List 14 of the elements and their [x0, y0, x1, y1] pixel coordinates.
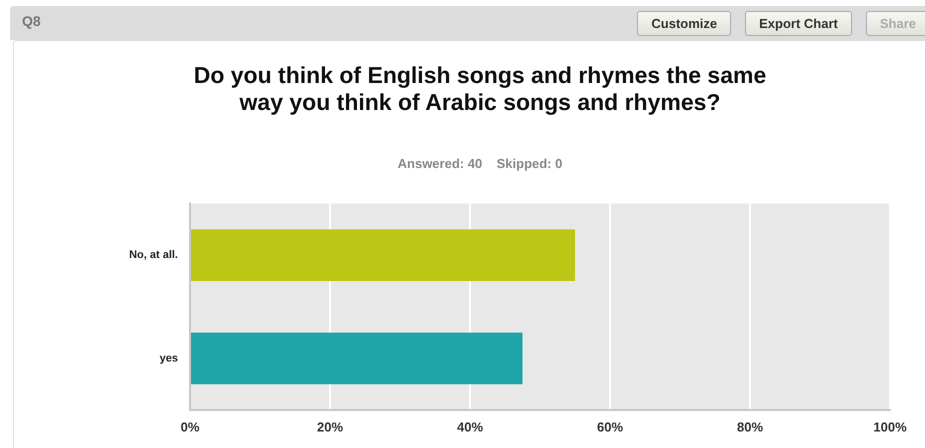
x-tick-label: 20%: [316, 419, 344, 434]
chart-title: Do you think of English songs and rhymes the same way you think of Arabic songs and rhymes?: [192, 62, 768, 116]
x-tick-label: 100%: [873, 419, 908, 434]
text: Q8: [22, 13, 41, 29]
x-tick-label: 40%: [456, 419, 484, 434]
text: Share: [866, 11, 925, 36]
y-tick-label: No, at all.: [129, 249, 178, 262]
chart-subtitle: Answered: 40 Skipped: 0: [396, 156, 564, 171]
x-tick-label: 80%: [736, 419, 764, 434]
text: Customize: [637, 11, 732, 36]
text: Export Chart: [745, 11, 852, 36]
x-tick-label: 60%: [596, 419, 624, 434]
x-tick-label: 0%: [180, 419, 200, 434]
y-tick-label: yes: [160, 352, 178, 364]
